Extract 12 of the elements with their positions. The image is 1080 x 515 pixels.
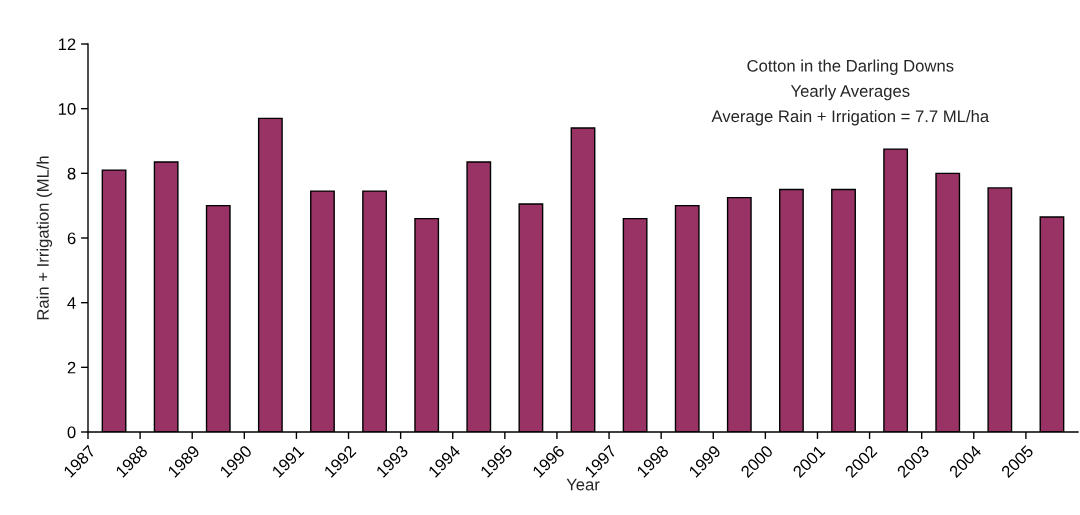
y-tick-label: 0 [67,426,76,439]
text: Cotton in the Darling Downs [747,59,954,76]
y-tick-label: 8 [67,167,76,180]
y-tick-label: 4 [67,297,76,309]
y-tick-label: 10 [58,103,76,115]
y-axis-title: Rain + Irrigation (ML/h [36,156,53,320]
y-tick-label: 6 [67,232,76,245]
x-axis-title: Year [566,478,600,491]
y-tick-label: 12 [58,38,76,51]
y-tick-label: 2 [67,361,76,374]
text: Yearly Averages [790,84,910,101]
annotation: Average Rain + Irrigation = 7.7 ML/ha [711,109,990,126]
